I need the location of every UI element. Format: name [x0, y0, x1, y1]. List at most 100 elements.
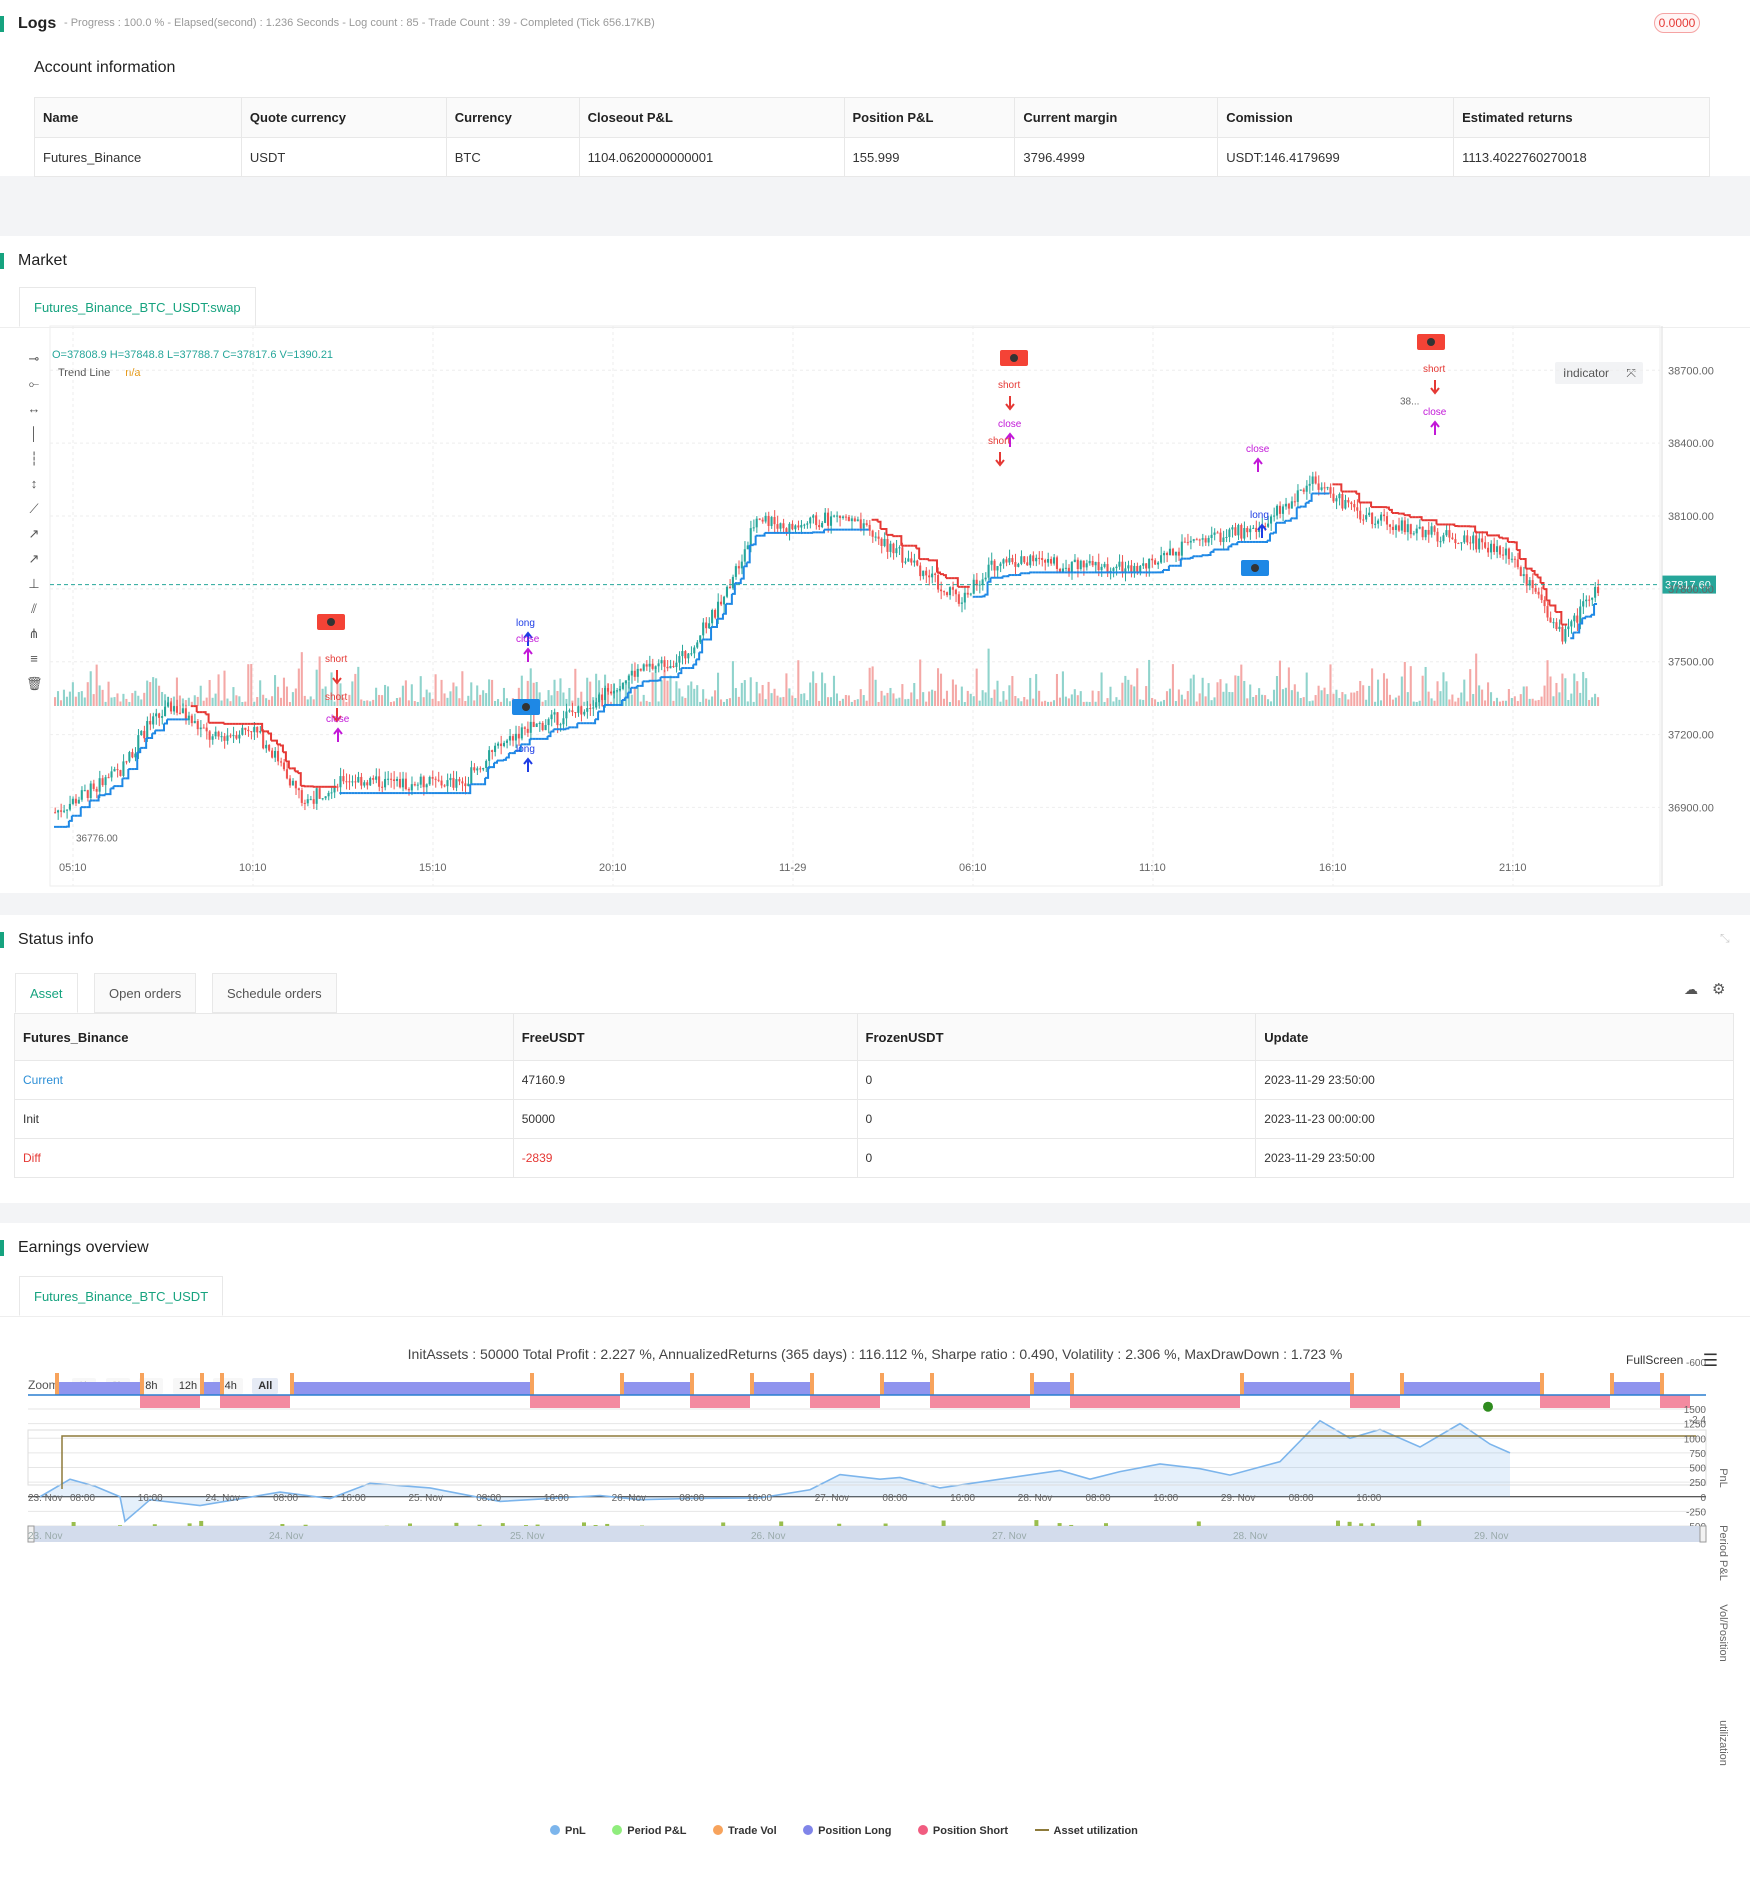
volume-bar [690, 681, 693, 706]
candle-body [1267, 523, 1270, 527]
candle-body [693, 647, 696, 654]
candle-body [922, 570, 925, 577]
trend-line-segment [743, 562, 748, 568]
legend-position-long[interactable]: Position Long [803, 1825, 891, 1837]
volume-bar [502, 687, 506, 706]
legend-trade-vol[interactable]: Trade Vol [712, 1825, 777, 1837]
tab-earnings-symbol[interactable]: Futures_Binance_BTC_USDT [19, 1276, 224, 1316]
candle-body [1445, 530, 1448, 536]
volume-bar [1171, 664, 1174, 706]
candle-body [966, 592, 969, 595]
position-short-bar [1660, 1395, 1690, 1408]
candlestick-chart[interactable]: 37817.60 36776.00 38... short short close sho… [0, 236, 1750, 893]
volume-bar [1305, 672, 1308, 706]
fib-retracement-tool-icon[interactable]: ≡ [30, 651, 38, 666]
cloud-download-icon[interactable]: ☁ [1684, 981, 1698, 997]
trend-line-segment [1406, 514, 1411, 518]
trend-line-segment [883, 527, 888, 535]
candle-body [366, 782, 369, 786]
parallel-channel-tool-icon[interactable]: ⫽ [31, 601, 37, 616]
volume-bar [1382, 673, 1386, 706]
trend-line-segment [809, 531, 814, 534]
arrow-tool-icon[interactable]: ↗ [28, 551, 40, 566]
candle-body [1353, 504, 1356, 508]
volume-bar [580, 691, 583, 706]
gear-icon[interactable]: ⚙ [1712, 981, 1726, 998]
fullscreen-button[interactable]: FullScreen ☰ [1626, 1351, 1718, 1371]
tab-open-orders[interactable]: Open orders [94, 973, 197, 1013]
candle-body [574, 712, 577, 714]
candle-body [556, 712, 559, 726]
legend-position-long-label: Position Long [818, 1825, 892, 1837]
volume-bar [1391, 699, 1394, 706]
volume-bar [1555, 682, 1558, 706]
pitchfork-tool-icon[interactable]: ⋔ [28, 626, 40, 641]
volume-bar [1246, 698, 1249, 706]
candle-body [372, 778, 375, 780]
volume-bar [1136, 668, 1139, 706]
candle-body [1371, 512, 1374, 525]
extended-line-tool-icon[interactable]: ↔ [27, 401, 41, 416]
legend-period-pnl[interactable]: Period P&L [612, 1825, 687, 1837]
tab-asset[interactable]: Asset [15, 973, 78, 1013]
collapse-icon[interactable]: ⤡ [1720, 931, 1730, 945]
candle-body [1121, 561, 1124, 574]
candle-body [1525, 574, 1528, 586]
volume-bar [1561, 673, 1564, 706]
expand-icon: ⤧ [1626, 366, 1636, 380]
candle-body [1207, 537, 1210, 543]
zoom-12h-button[interactable]: 12h [172, 1378, 204, 1394]
zoom-all-button[interactable]: All [252, 1378, 279, 1394]
volume-bar [705, 698, 708, 706]
volume-bar [716, 672, 720, 706]
candle-body [158, 713, 161, 718]
candle-body [725, 586, 728, 597]
volume-bar [517, 687, 520, 706]
volume-bar [1481, 689, 1484, 706]
horizontal-ray-tool-icon[interactable]: ⟜ [28, 376, 40, 391]
volume-bar [410, 684, 413, 706]
candle-body [767, 515, 770, 526]
price-range-tool-icon[interactable]: ↕ [30, 476, 38, 491]
volume-bar [1192, 674, 1195, 706]
legend-asset-utilization[interactable]: Asset utilization [1034, 1825, 1138, 1837]
candle-body [1127, 565, 1130, 569]
horizontal-line-tool-icon[interactable]: ⊸ [28, 351, 40, 366]
trade-arrow-icon [1430, 380, 1440, 395]
indicator-button[interactable]: Indicator ⤧ [1555, 362, 1643, 384]
tab-schedule-orders[interactable]: Schedule orders [212, 973, 337, 1013]
candle-body [993, 560, 996, 571]
account-col-header-1: Quote currency [240, 97, 447, 138]
volume-bar [1183, 699, 1186, 706]
measure-tool-icon[interactable]: ⊥ [28, 576, 40, 591]
trash-icon[interactable]: 🗑 [26, 676, 43, 691]
volume-bar [1198, 693, 1201, 706]
price-tick-label: 37800.00 [1668, 584, 1714, 596]
volume-bar [853, 699, 856, 706]
legend-pnl[interactable]: PnL [550, 1825, 586, 1837]
date-tick-label: 16:00 [341, 1493, 366, 1504]
hamburger-icon[interactable]: ☰ [1702, 1351, 1718, 1370]
volume-bar [1264, 695, 1267, 706]
zoom-8h-button[interactable]: 8h [139, 1378, 164, 1394]
ray-tool-icon[interactable]: ↗ [28, 526, 40, 541]
legend-period-pnl-swatch [612, 1825, 623, 1835]
volume-bar [714, 690, 717, 706]
volume-bar [1546, 660, 1549, 706]
vertical-line-tool-icon[interactable]: │ [29, 426, 39, 441]
candle-body [773, 517, 776, 525]
candle-body [1356, 507, 1359, 511]
volume-bar [984, 692, 987, 706]
vertical-segment-tool-icon[interactable]: ┆ [30, 451, 38, 466]
volume-bar [1127, 679, 1130, 706]
volume-bar [330, 672, 333, 706]
earnings-chart[interactable]: 1500125010007505002500-250-500PnLPeriod … [0, 1223, 1750, 1899]
volume-bar [187, 697, 190, 706]
legend-position-short[interactable]: Position Short [917, 1825, 1008, 1837]
tab-market-symbol[interactable]: Futures_Binance_BTC_USDT:swap [19, 287, 256, 327]
candle-body [321, 798, 324, 800]
trend-line-segment [68, 815, 73, 822]
candle-body [164, 706, 167, 717]
trade-mark-label: close [1246, 444, 1270, 455]
trend-line-tool-icon[interactable]: ⟋ [29, 501, 39, 516]
